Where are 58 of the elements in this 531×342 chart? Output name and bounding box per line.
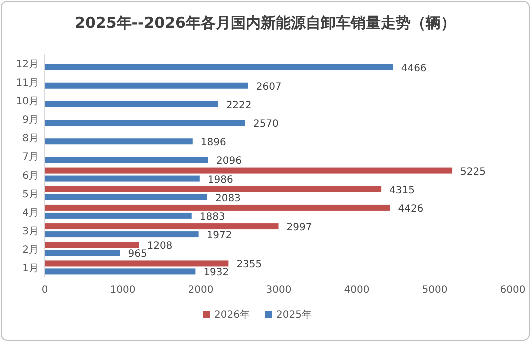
data-label: 1986 bbox=[208, 174, 234, 186]
x-tick-label: 5000 bbox=[422, 285, 448, 296]
x-tick-label: 3000 bbox=[266, 285, 292, 296]
data-label: 5225 bbox=[460, 166, 486, 178]
bar bbox=[45, 82, 248, 89]
data-label: 2355 bbox=[236, 260, 262, 271]
y-tick-label: 4月 bbox=[22, 208, 39, 219]
bar bbox=[45, 232, 199, 238]
bar bbox=[45, 186, 382, 192]
data-label: 2222 bbox=[226, 100, 252, 112]
y-tick-label: 10月 bbox=[16, 96, 39, 108]
bar bbox=[45, 168, 453, 174]
bar bbox=[45, 212, 192, 219]
bar bbox=[45, 224, 279, 230]
bar bbox=[45, 242, 140, 248]
y-tick-label: 12月 bbox=[16, 59, 39, 70]
y-tick-label: 8月 bbox=[22, 134, 39, 145]
bar bbox=[45, 120, 246, 126]
bar bbox=[45, 268, 196, 275]
data-label: 2570 bbox=[253, 119, 279, 130]
x-tick-label: 6000 bbox=[500, 285, 526, 296]
bar bbox=[45, 138, 193, 145]
bar bbox=[45, 101, 218, 108]
y-tick-label: 9月 bbox=[22, 115, 39, 126]
legend-label: 2025年 bbox=[276, 309, 312, 321]
data-label: 1208 bbox=[147, 241, 173, 252]
data-label: 2083 bbox=[215, 193, 241, 204]
chart-title: 2025年--2026年各月国内新能源自卸车销量走势（辆） bbox=[75, 14, 456, 32]
data-label: 2096 bbox=[216, 156, 242, 168]
y-tick-label: 1月 bbox=[22, 264, 39, 275]
bar bbox=[45, 64, 394, 70]
x-tick-label: 1000 bbox=[110, 285, 136, 296]
data-label: 1972 bbox=[206, 230, 232, 242]
data-label: 1932 bbox=[204, 268, 230, 279]
data-label: 965 bbox=[128, 249, 148, 260]
data-label: 2607 bbox=[256, 82, 282, 93]
y-tick-label: 11月 bbox=[16, 78, 39, 89]
data-label: 4315 bbox=[390, 185, 416, 196]
bar bbox=[45, 176, 200, 182]
bar bbox=[45, 157, 208, 164]
data-label: 4466 bbox=[401, 63, 427, 74]
x-tick-label: 4000 bbox=[344, 285, 370, 296]
y-tick-label: 7月 bbox=[22, 152, 39, 164]
data-label: 1896 bbox=[200, 138, 226, 149]
bar bbox=[45, 194, 208, 200]
y-tick-label: 2月 bbox=[22, 245, 39, 256]
y-tick-label: 6月 bbox=[22, 170, 39, 182]
data-label: 4426 bbox=[398, 204, 424, 215]
data-label: 1883 bbox=[200, 212, 226, 223]
y-tick-label: 3月 bbox=[22, 226, 39, 238]
x-tick-label: 0 bbox=[42, 285, 48, 296]
bar bbox=[45, 260, 229, 267]
y-tick-label: 5月 bbox=[22, 189, 39, 200]
legend-label: 2026年 bbox=[214, 309, 250, 321]
bar bbox=[45, 250, 120, 256]
data-label: 2997 bbox=[286, 222, 312, 234]
x-tick-label: 2000 bbox=[188, 285, 214, 296]
bar bbox=[45, 204, 390, 211]
